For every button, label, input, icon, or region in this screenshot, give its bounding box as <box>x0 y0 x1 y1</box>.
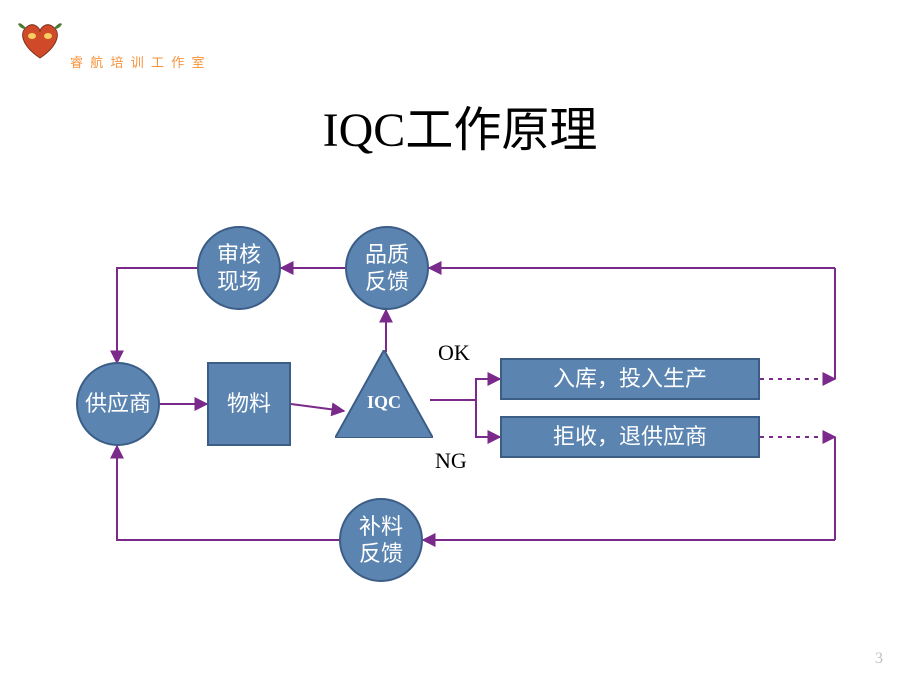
label-ng: NG <box>435 448 467 474</box>
flow-diagram: 供应商物料 IQC 审核 现场品质 反馈补料 反馈 入库，投入生产拒收，退供应商 OK N… <box>0 0 920 690</box>
node-iqc: IQC <box>335 350 433 438</box>
node-warehouse: 入库，投入生产 <box>500 358 760 400</box>
label-ok: OK <box>438 340 470 366</box>
node-supplier: 供应商 <box>76 362 160 446</box>
node-audit: 审核 现场 <box>197 226 281 310</box>
node-iqc-label: IQC <box>335 392 433 413</box>
node-quality: 品质 反馈 <box>345 226 429 310</box>
node-reject: 拒收，退供应商 <box>500 416 760 458</box>
node-material: 物料 <box>207 362 291 446</box>
node-refill: 补料 反馈 <box>339 498 423 582</box>
